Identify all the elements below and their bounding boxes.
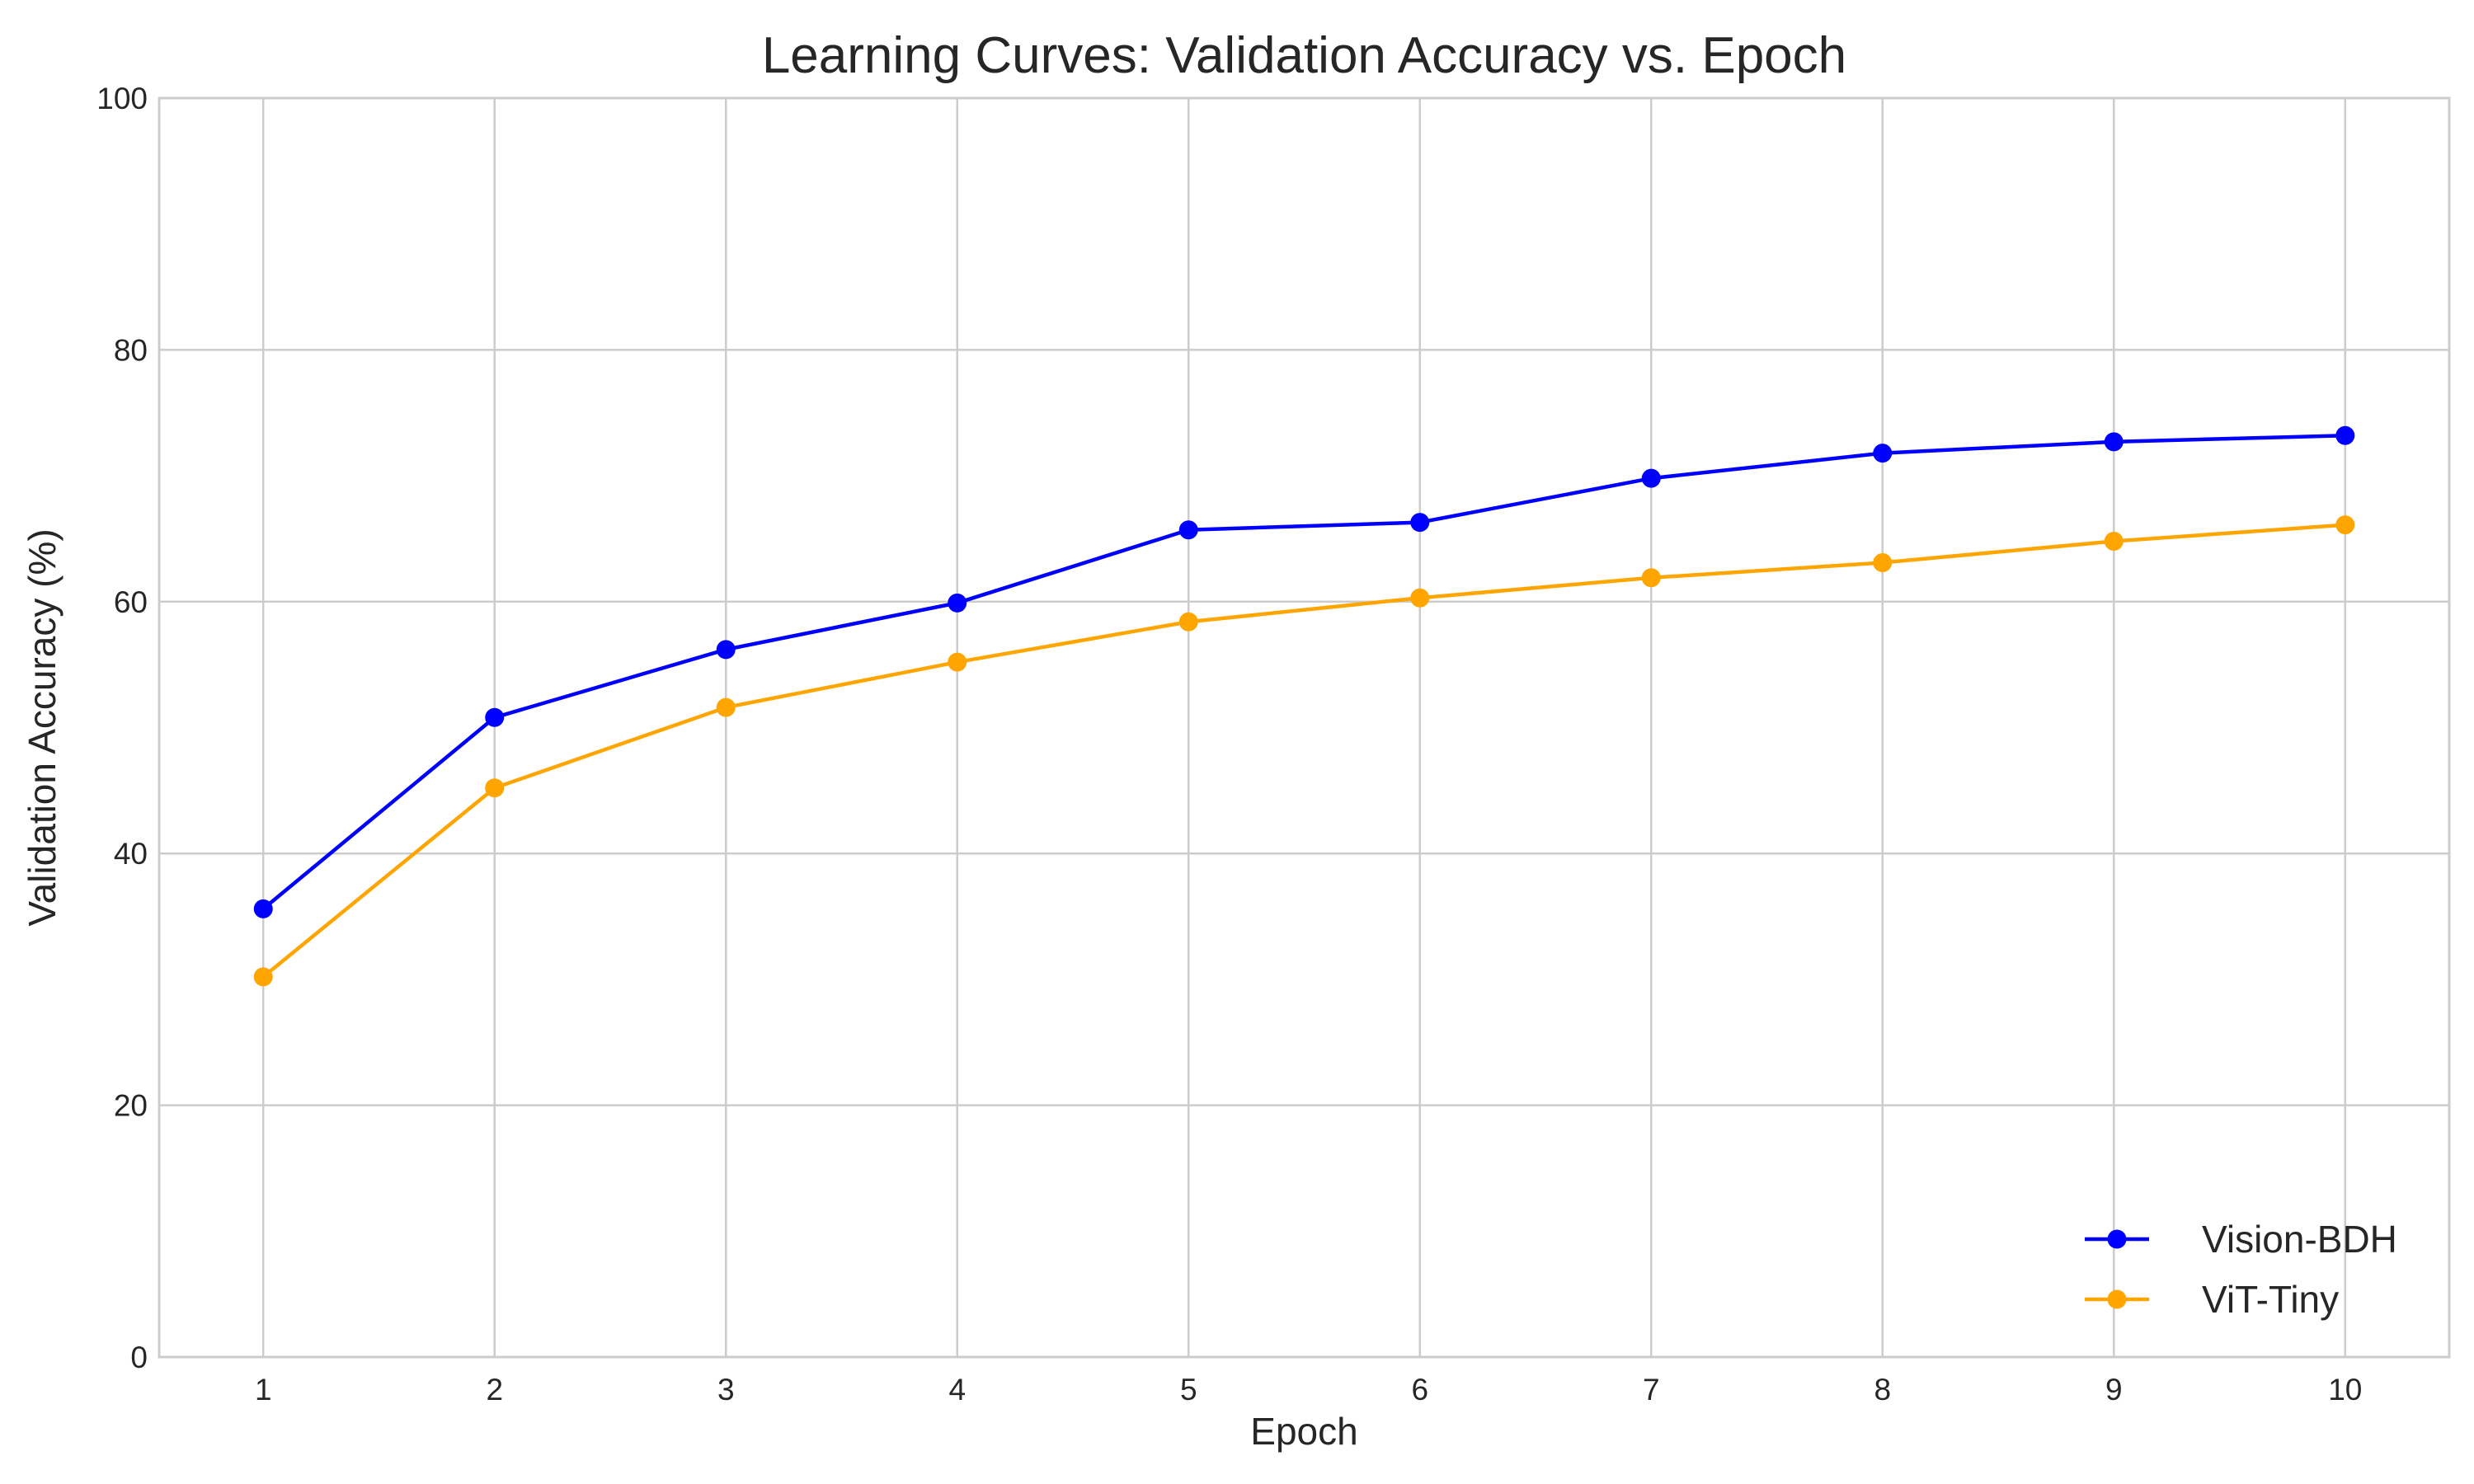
x-tick-label: 2 (486, 1373, 503, 1407)
data-point (1178, 612, 1198, 632)
data-point (1178, 520, 1198, 540)
x-tick-label: 1 (255, 1373, 272, 1407)
series-line (261, 433, 2345, 911)
data-point (1873, 552, 1893, 572)
series-vit-tiny (253, 515, 2355, 987)
x-tick-label: 5 (1180, 1373, 1197, 1407)
legend-label: ViT-Tiny (2202, 1278, 2339, 1321)
y-tick-label: 40 (114, 837, 148, 871)
x-tick-label: 3 (717, 1373, 735, 1407)
legend-swatch-marker (2107, 1229, 2127, 1249)
y-tick-label: 0 (130, 1341, 148, 1374)
legend-item: Vision-BDH (2085, 1218, 2397, 1261)
y-tick-label: 60 (114, 585, 148, 619)
plot-frame (158, 96, 2451, 1359)
data-point (1873, 444, 1893, 463)
legend-label: Vision-BDH (2202, 1218, 2397, 1261)
y-tick-label: 20 (114, 1089, 148, 1123)
data-point (1410, 513, 1430, 533)
x-tick-label: 7 (1643, 1373, 1660, 1407)
data-point (2335, 425, 2355, 445)
x-tick-label: 6 (1411, 1373, 1428, 1407)
legend-swatch-marker (2107, 1289, 2127, 1309)
data-point (2104, 532, 2124, 552)
chart-title: Learning Curves: Validation Accuracy vs.… (762, 27, 1846, 84)
series-lines (253, 425, 2355, 987)
data-point (2104, 432, 2124, 452)
data-point (1410, 588, 1430, 608)
y-tick-label: 80 (114, 333, 148, 367)
data-point (716, 697, 736, 717)
data-point (253, 967, 273, 987)
series-line (261, 523, 2345, 979)
x-tick-label: 4 (948, 1373, 966, 1407)
data-point (253, 899, 273, 918)
data-point (948, 652, 967, 672)
y-axis-label: Validation Accuracy (%) (21, 528, 63, 926)
data-point (485, 778, 505, 798)
data-point (2335, 515, 2355, 535)
x-tick-label: 9 (2105, 1373, 2123, 1407)
legend-item: ViT-Tiny (2085, 1278, 2339, 1321)
x-axis-label: Epoch (1250, 1410, 1357, 1453)
legend: Vision-BDH ViT-Tiny (2085, 1218, 2397, 1321)
data-point (1641, 468, 1661, 488)
data-point (485, 707, 505, 727)
x-tick-label: 10 (2328, 1373, 2362, 1407)
grid (159, 96, 2449, 1359)
series-vision-bdh (253, 425, 2355, 918)
data-point (948, 593, 967, 613)
data-point (1641, 568, 1661, 588)
y-tick-label: 100 (96, 82, 148, 115)
data-point (716, 640, 736, 660)
x-tick-label: 8 (1874, 1373, 1891, 1407)
